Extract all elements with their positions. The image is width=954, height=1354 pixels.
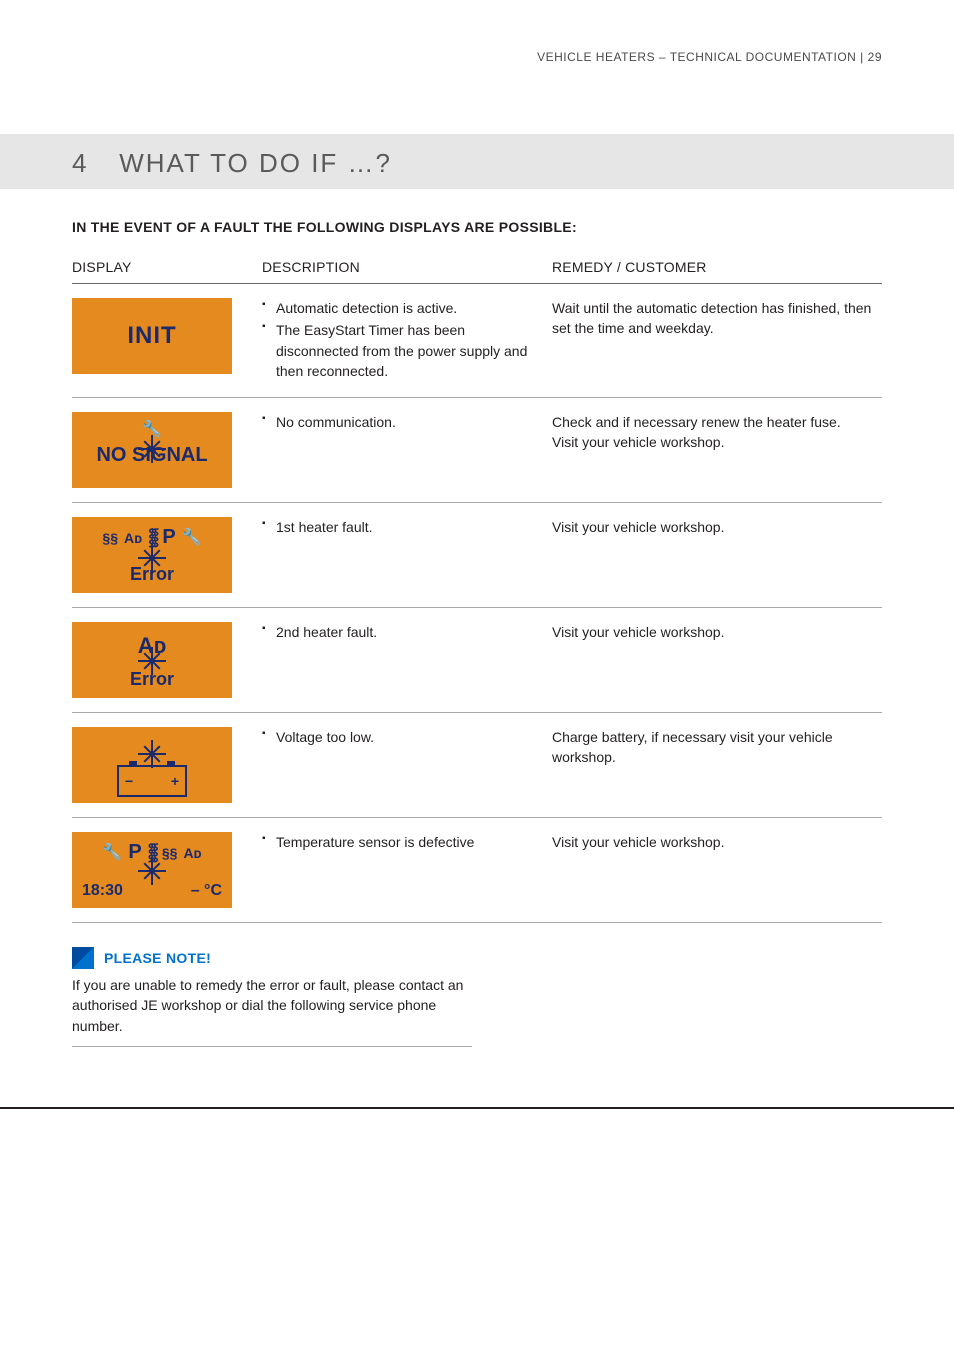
lcd-label: NO SIGNAL xyxy=(96,441,207,470)
wrench-icon: 🔧 xyxy=(102,841,122,864)
flame-icon: §§ xyxy=(102,528,118,548)
table-row: 🔧 P ⸾⸾⸾ §§ Aᴅ 18:30 – °C xyxy=(72,818,882,923)
col-remedy: REMEDY / CUSTOMER xyxy=(552,253,882,284)
header-text: VEHICLE HEATERS – TECHNICAL DOCUMENTATIO… xyxy=(537,50,856,64)
ad-symbol: Aᴅ xyxy=(183,843,201,863)
table-row: §§ Aᴅ ⸾⸾⸾ P 🔧 Error 1st heater fault. xyxy=(72,503,882,608)
section-title-text: WHAT TO DO IF …? xyxy=(119,148,392,178)
list-item: The EasyStart Timer has been disconnecte… xyxy=(262,320,544,381)
description-list: Voltage too low. xyxy=(262,727,544,747)
section-title-band: 4 WHAT TO DO IF …? xyxy=(0,134,954,189)
list-item: 1st heater fault. xyxy=(262,517,544,537)
note-square-icon xyxy=(72,947,94,969)
list-item: Voltage too low. xyxy=(262,727,544,747)
lcd-label: Error xyxy=(72,561,232,587)
list-item: No communication. xyxy=(262,412,544,432)
description-list: 1st heater fault. xyxy=(262,517,544,537)
note-title: PLEASE NOTE! xyxy=(104,950,211,966)
header-page-num: 29 xyxy=(868,50,882,64)
table-row: Voltage too low. Charge battery, if nece… xyxy=(72,713,882,818)
wrench-icon: 🔧 xyxy=(182,526,202,549)
description-list: 2nd heater fault. xyxy=(262,622,544,642)
remedy-text: Charge battery, if necessary visit your … xyxy=(552,713,882,818)
lcd-init: INIT xyxy=(72,298,232,374)
page-header: VEHICLE HEATERS – TECHNICAL DOCUMENTATIO… xyxy=(72,50,882,64)
section-number: 4 xyxy=(72,148,110,179)
header-sep: | xyxy=(856,50,867,64)
section-title: 4 WHAT TO DO IF …? xyxy=(72,148,882,179)
list-item: Automatic detection is active. xyxy=(262,298,544,318)
description-list: Automatic detection is active. The EasyS… xyxy=(262,298,544,381)
lcd-tempsensor: 🔧 P ⸾⸾⸾ §§ Aᴅ 18:30 – °C xyxy=(72,832,232,908)
lcd-time: 18:30 xyxy=(82,879,123,902)
col-display: DISPLAY xyxy=(72,253,262,284)
lcd-error2: Aᴅ Error xyxy=(72,622,232,698)
fault-subheading: IN THE EVENT OF A FAULT THE FOLLOWING DI… xyxy=(72,219,882,235)
list-item: 2nd heater fault. xyxy=(262,622,544,642)
description-list: No communication. xyxy=(262,412,544,432)
note-block: PLEASE NOTE! If you are unable to remedy… xyxy=(72,947,472,1047)
battery-icon xyxy=(117,765,187,797)
remedy-text: Check and if necessary renew the heater … xyxy=(552,398,882,503)
lcd-battery xyxy=(72,727,232,803)
col-description: DESCRIPTION xyxy=(262,253,552,284)
lcd-label: Error xyxy=(72,666,232,692)
lcd-error1: §§ Aᴅ ⸾⸾⸾ P 🔧 Error xyxy=(72,517,232,593)
lcd-temp: – °C xyxy=(191,879,222,902)
fault-table: DISPLAY DESCRIPTION REMEDY / CUSTOMER IN… xyxy=(72,253,882,923)
table-row: Aᴅ Error 2nd heater fault. Visit your ve… xyxy=(72,608,882,713)
table-row: INIT Automatic detection is active. The … xyxy=(72,284,882,398)
list-item: Temperature sensor is defective xyxy=(262,832,544,852)
lcd-label: INIT xyxy=(127,319,176,354)
lcd-nosignal: 🔧 NO SIGNAL xyxy=(72,412,232,488)
remedy-text: Visit your vehicle workshop. xyxy=(552,503,882,608)
note-text: If you are unable to remedy the error or… xyxy=(72,975,472,1036)
remedy-text: Visit your vehicle workshop. xyxy=(552,818,882,923)
description-list: Temperature sensor is defective xyxy=(262,832,544,852)
remedy-text: Wait until the automatic detection has f… xyxy=(552,284,882,398)
note-rule xyxy=(72,1046,472,1047)
bottom-rule xyxy=(0,1107,954,1109)
table-row: 🔧 NO SIGNAL No communication. Check and … xyxy=(72,398,882,503)
remedy-text: Visit your vehicle workshop. xyxy=(552,608,882,713)
